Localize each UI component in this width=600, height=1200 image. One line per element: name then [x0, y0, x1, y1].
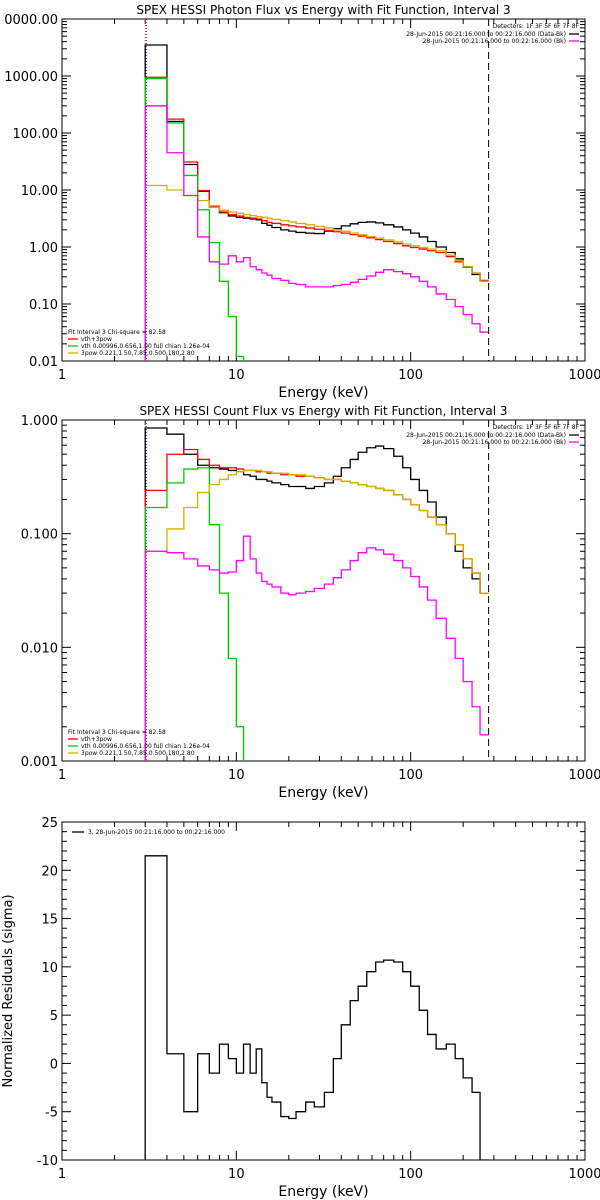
y-tick-label: 10.00: [21, 184, 58, 199]
fit-info-text: Fit Interval 3 Chi-square = 82.58: [68, 729, 166, 736]
fit-info-text: vth+3pow: [81, 336, 112, 343]
x-axis-label: Energy (keV): [278, 785, 368, 801]
fit-info-text: Fit Interval 3 Chi-square = 82.58: [68, 329, 166, 336]
x-tick-label: 1: [58, 368, 66, 383]
y-tick-label: 15: [41, 913, 58, 928]
legend-header: Detectors: 1F 3F 5F 6F 7F 8F: [493, 23, 580, 30]
x-tick-label: 10: [228, 368, 245, 383]
chart-title: SPEX HESSI Photon Flux vs Energy with Fi…: [136, 3, 510, 17]
series-1-line: [144, 427, 489, 761]
x-tick-label: 10: [228, 1167, 245, 1182]
x-tick-label: 100: [398, 1167, 423, 1182]
y-tick-label: -5: [45, 1106, 58, 1121]
x-tick-label: 1000: [568, 368, 600, 383]
y-tick-label: 0.010: [21, 641, 58, 656]
x-tick-label: 1000: [568, 1167, 600, 1182]
series-1-line: [144, 44, 489, 361]
y-tick-label: 100.00: [13, 127, 59, 142]
y-tick-label: 0000.00: [4, 13, 58, 28]
y-tick-label: 0: [50, 1057, 58, 1072]
series-4-line: [144, 469, 489, 761]
x-tick-label: 1000: [568, 768, 600, 783]
series-3-line: [144, 77, 245, 361]
legend-entry-text: 3, 28-Jun-2015 00:21:16.000 to 00:22:16.…: [88, 829, 225, 836]
chart-title: SPEX HESSI Count Flux vs Energy with Fit…: [139, 404, 507, 418]
x-tick-label: 10: [228, 768, 245, 783]
x-tick-label: 1: [58, 768, 66, 783]
chart-1: SPEX HESSI Photon Flux vs Energy with Fi…: [4, 3, 600, 401]
plot-frame: [61, 419, 586, 762]
y-axis-label: Normalized Residuals (sigma): [1, 894, 16, 1087]
x-axis-label: Energy (keV): [278, 1184, 368, 1200]
fit-info-text: 3pow 0.221,1.50,7.85,0.500,180,2.80: [81, 350, 195, 357]
chart-3: 1 10 100 1000 Energy (keV) -10 -5 0 5 10 15 20 25 Nor…: [1, 816, 600, 1200]
y-tick-label: 1.000: [21, 414, 58, 429]
x-axis-label: Energy (keV): [278, 385, 368, 401]
series-2-line: [144, 448, 489, 761]
fit-info-text: vth 0.00996,0.656,1.00 full chian 1.26e-…: [81, 343, 210, 350]
fit-info-text: vth 0.00996,0.656,1.00 full chian 1.26e-…: [81, 743, 210, 750]
y-tick-label: 0.01: [29, 355, 58, 370]
series-5-line: [144, 105, 489, 361]
y-tick-label: 25: [41, 816, 58, 831]
plot-frame: [61, 18, 586, 362]
y-tick-label: 5: [50, 1009, 58, 1024]
x-tick-label: 100: [398, 368, 423, 383]
series-4-line: [144, 184, 489, 361]
fit-info-text: 3pow 0.221,1.50,7.85,0.500,180,2.80: [81, 750, 195, 757]
y-tick-label: 1.00: [29, 241, 58, 256]
y-tick-label: 20: [41, 864, 58, 879]
series-1-line: [144, 855, 489, 1160]
y-tick-label: 1000.00: [4, 70, 58, 85]
series-5-line: [144, 535, 489, 761]
x-tick-label: 100: [398, 768, 423, 783]
plot-frame: [61, 821, 586, 1161]
legend-entry-text: 28-Jun-2015 00:21:16.000 to 00:22:16.000…: [406, 31, 566, 38]
x-tick-label: 1: [58, 1167, 66, 1182]
legend-header: Detectors: 1F 3F 5F 6F 7F 8F: [493, 424, 580, 431]
series-2-line: [144, 76, 489, 361]
y-tick-label: 0.100: [21, 528, 58, 543]
legend-entry-text: 28-Jun-2015 00:21:16.000 to 00:22:16.000…: [423, 439, 566, 446]
legend-entry-text: 28-Jun-2015 00:21:16.000 to 00:22:16.000…: [406, 432, 566, 439]
y-tick-label: 0.10: [29, 298, 58, 313]
chart-2: SPEX HESSI Count Flux vs Energy with Fit…: [21, 404, 600, 801]
y-tick-label: -10: [37, 1154, 58, 1169]
y-tick-label: 10: [41, 961, 58, 976]
y-tick-label: 0.001: [21, 755, 58, 770]
fit-info-text: vth+3pow: [81, 736, 112, 743]
series-3-line: [144, 467, 245, 761]
legend-entry-text: 28-Jun-2015 00:21:16.000 to 00:22:16.000…: [423, 38, 566, 45]
